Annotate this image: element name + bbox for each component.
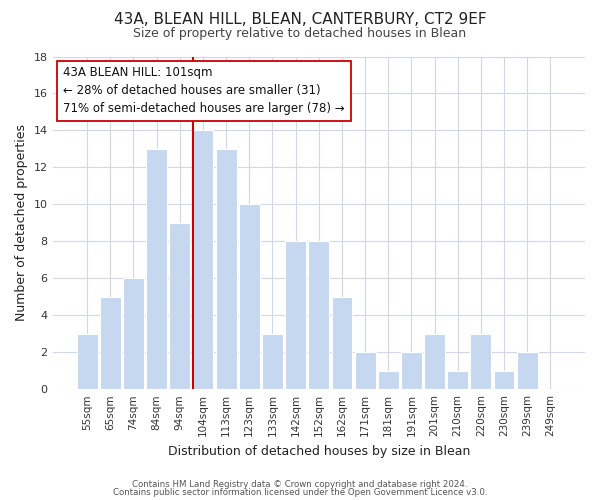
X-axis label: Distribution of detached houses by size in Blean: Distribution of detached houses by size … — [167, 444, 470, 458]
Text: 43A BLEAN HILL: 101sqm
← 28% of detached houses are smaller (31)
71% of semi-det: 43A BLEAN HILL: 101sqm ← 28% of detached… — [63, 66, 345, 116]
Bar — [123, 278, 144, 389]
Bar — [146, 149, 167, 389]
Bar — [239, 204, 260, 389]
Bar — [401, 352, 422, 389]
Bar — [77, 334, 98, 389]
Bar — [355, 352, 376, 389]
Bar — [424, 334, 445, 389]
Bar — [378, 370, 398, 389]
Text: 43A, BLEAN HILL, BLEAN, CANTERBURY, CT2 9EF: 43A, BLEAN HILL, BLEAN, CANTERBURY, CT2 … — [113, 12, 487, 28]
Bar — [494, 370, 514, 389]
Bar — [100, 297, 121, 389]
Bar — [332, 297, 352, 389]
Bar — [517, 352, 538, 389]
Bar — [470, 334, 491, 389]
Y-axis label: Number of detached properties: Number of detached properties — [15, 124, 28, 322]
Bar — [262, 334, 283, 389]
Bar — [285, 242, 306, 389]
Text: Contains public sector information licensed under the Open Government Licence v3: Contains public sector information licen… — [113, 488, 487, 497]
Text: Size of property relative to detached houses in Blean: Size of property relative to detached ho… — [133, 28, 467, 40]
Bar — [216, 149, 236, 389]
Bar — [308, 242, 329, 389]
Bar — [169, 223, 190, 389]
Text: Contains HM Land Registry data © Crown copyright and database right 2024.: Contains HM Land Registry data © Crown c… — [132, 480, 468, 489]
Bar — [448, 370, 468, 389]
Bar — [193, 130, 214, 389]
